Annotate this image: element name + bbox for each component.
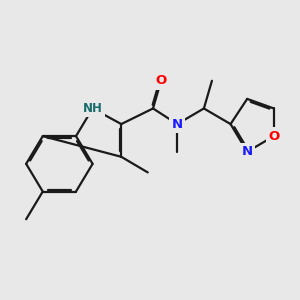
Text: NH: NH [83,102,103,115]
Text: O: O [268,130,280,143]
Text: N: N [172,118,183,130]
Text: O: O [155,74,167,87]
Text: N: N [242,145,253,158]
